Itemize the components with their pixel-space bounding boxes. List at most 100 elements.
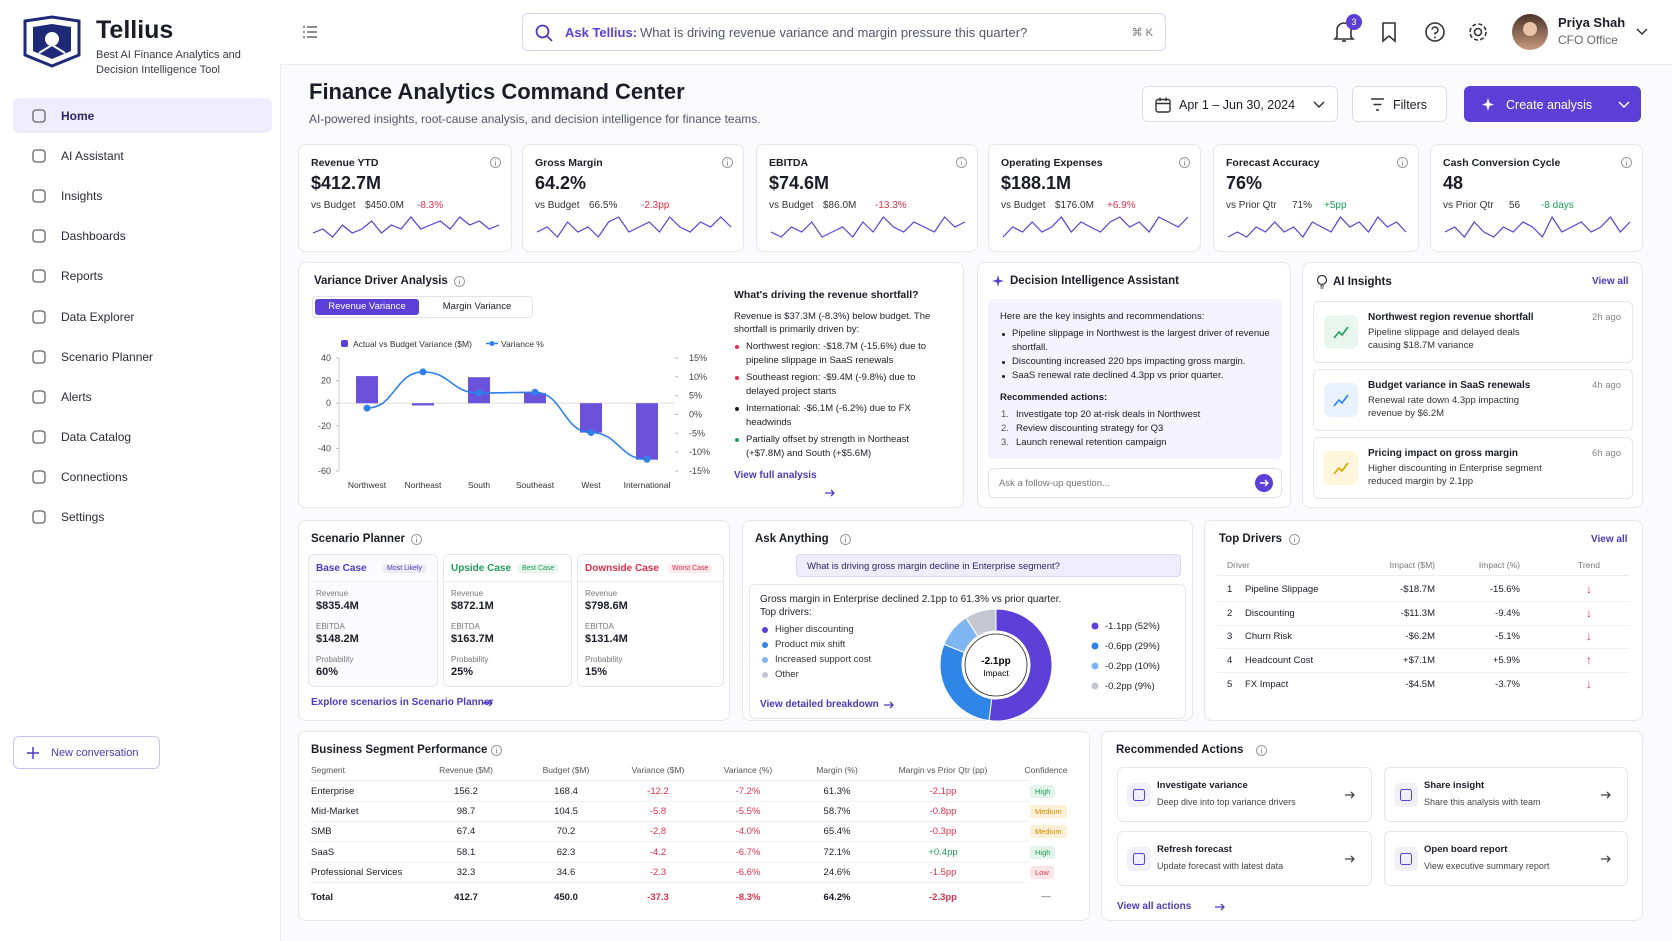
info-ring [1256,745,1267,756]
case-badge: Best Case [518,564,559,573]
search-label: Ask Tellius: [565,25,638,40]
create-analysis-button[interactable]: Create analysis [1464,86,1641,122]
table-cell: -0.8pp [929,806,957,818]
nav-item[interactable]: Connections [13,459,272,494]
y2-tick-label: -10% [689,447,710,457]
driver-name: Discounting [1245,607,1295,619]
bullet-text: Partially offset by strength in Northeas… [746,434,909,459]
assistant-intro: Here are the key insights and recommenda… [1000,311,1205,322]
settings-icon[interactable] [1467,21,1489,43]
column-header: Trend [1578,560,1600,570]
insight-item[interactable]: Pricing impact on gross margin Higher dis… [1313,437,1633,499]
plus-icon [27,747,39,759]
insight-item[interactable]: Northwest region revenue shortfall Pipeli… [1313,301,1633,363]
kpi-label: Gross Margin [535,157,603,169]
bulb-icon [1316,274,1328,289]
insight-item[interactable]: Budget variance in SaaS renewals Renewal … [1313,369,1633,431]
insight-text: Renewal rate down 4.3pp impacting revenu… [1368,395,1520,419]
scenario-case[interactable]: Upside Case Best Case Revenue $872.1M EBITDA… [443,554,572,687]
info-ring [411,534,422,545]
info-ring [840,534,851,545]
nav-item[interactable]: Insights [13,178,272,213]
column-header: Driver [1227,560,1250,570]
kpi-delta: +6.9% [1107,200,1136,211]
table-cell: 65.4% [823,826,851,838]
new-conversation-button[interactable]: New conversation [13,736,160,769]
search-box[interactable]: Ask Tellius: What is driving revenue var… [522,13,1166,51]
logo [23,15,81,68]
nav-item[interactable]: AI Assistant [13,138,272,173]
bullet-dot [1002,333,1005,336]
nav-icon-shape [32,229,46,243]
bar [356,376,378,404]
x-tick-label: International [624,480,671,490]
table-cell: -12.2 [647,786,669,797]
send-button [1255,474,1273,492]
scenario-case[interactable]: Downside Case Worst Case Revenue $798.6M EBI… [577,554,724,687]
sparkline-line [1002,216,1189,238]
filters-button[interactable]: Filters [1352,86,1447,122]
impact-pct: -9.4% [1495,607,1520,619]
calendar-icon [1155,97,1171,113]
link[interactable]: View full analysis [734,470,817,481]
view-all[interactable]: View all [1591,534,1628,545]
link[interactable]: Explore scenarios in Scenario Planner [311,697,494,708]
nav-icon-shape [32,109,46,123]
action-icon [1394,847,1418,871]
nav-item[interactable]: Data Catalog [13,419,272,454]
scenario-card: Scenario Planner Base Case Most Likely Reve… [298,520,730,721]
action-glyph [1133,853,1145,865]
table-cell: 24.6% [823,866,851,878]
nav-item[interactable]: Alerts [13,379,272,414]
view-all[interactable]: View all [1592,276,1629,287]
driver-name: Pipeline Slippage [1245,584,1319,595]
nav-item[interactable]: Reports [13,258,272,293]
followup-input[interactable]: Ask a follow-up question... [988,468,1282,498]
menu-icon[interactable] [303,26,317,38]
nav-label: Connections [61,469,128,484]
tab[interactable]: Margin Variance [442,301,512,312]
variance-card: Variance Driver Analysis Revenue Variance… [298,262,964,508]
action-card[interactable]: Refresh forecast Update forecast with lat… [1117,831,1372,886]
column-header: Impact (%) [1478,560,1520,570]
column-header: Variance ($M) [631,765,685,775]
nav-item[interactable]: Dashboards [13,218,272,253]
tab[interactable]: Revenue Variance [315,299,419,315]
insight-text: Higher discounting in Enterprise segment… [1368,463,1542,487]
driver-name: Product mix shift [775,639,846,650]
nav-item[interactable]: Scenario Planner [13,339,272,374]
chevron[interactable] [1636,28,1648,36]
nav-icon-shape [32,349,46,364]
legend-label: -0.6pp (29%) [1105,641,1160,652]
nav-item[interactable]: Data Explorer [13,299,272,334]
legend-swatch [489,341,495,346]
card-title: Decision Intelligence Assistant [1010,275,1179,287]
nav-icon [32,269,46,284]
link[interactable]: View all actions [1117,901,1192,912]
filter-icon [1371,98,1384,111]
action-card[interactable]: Investigate variance Deep dive into top v… [1117,767,1372,822]
scenario-case[interactable]: Base Case Most Likely Revenue $835.4M EBITDA… [308,554,438,687]
action-icon [1127,783,1151,807]
info-icon [1179,157,1190,168]
y2-tick-label: -5% [689,428,705,438]
action-card[interactable]: Open board report View executive summary … [1384,831,1628,886]
nav-item[interactable]: Home [13,98,272,133]
metric-value: $148.2M [316,633,359,645]
bookmark-icon[interactable] [1381,21,1397,43]
kpi-compare: vs Budget [311,200,356,211]
narrative: What's driving the revenue shortfall? Rev… [734,289,949,481]
action-card[interactable]: Share insight Share this analysis with te… [1384,767,1628,822]
bullet-text: SaaS renewal rate declined 4.3pp vs prio… [1012,370,1224,381]
nav-item[interactable]: Settings [13,499,272,534]
date-range-button[interactable]: Apr 1 – Jun 30, 2024 [1142,86,1338,122]
link[interactable]: View detailed breakdown [760,699,879,710]
info-ring [1179,157,1190,168]
line-point [363,404,371,412]
help-icon[interactable] [1424,21,1446,43]
nav-icon [32,149,46,163]
avatar[interactable] [1512,14,1548,50]
kpi-delta: +5pp [1324,200,1347,211]
table-cell: Enterprise [311,786,355,797]
